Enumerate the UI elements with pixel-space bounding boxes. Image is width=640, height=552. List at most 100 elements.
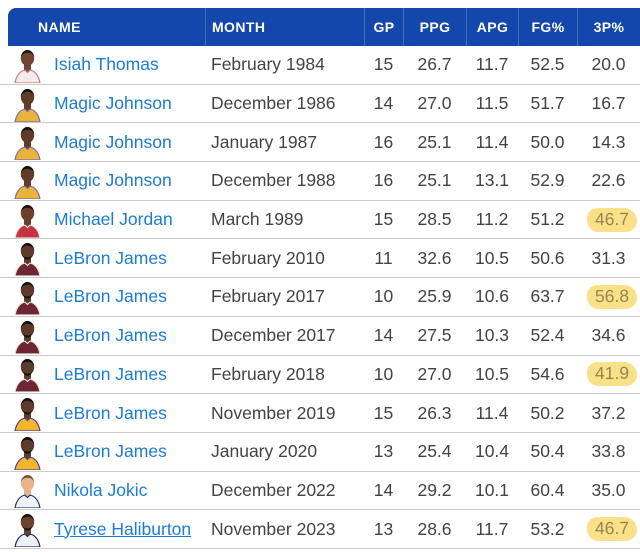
tyrese-haliburton-headshot bbox=[14, 511, 41, 548]
apg-cell: 10.1 bbox=[474, 479, 510, 500]
name-cell: LeBron James bbox=[8, 279, 205, 316]
month-cell: December 1988 bbox=[211, 170, 336, 191]
gp-cell: 14 bbox=[373, 93, 394, 114]
name-cell: Isiah Thomas bbox=[8, 47, 205, 84]
name-cell: LeBron James bbox=[8, 395, 205, 432]
player-name-link[interactable]: LeBron James bbox=[54, 402, 167, 423]
fg-cell: 51.2 bbox=[530, 209, 565, 230]
lebron-james-headshot bbox=[14, 356, 41, 393]
month-cell: February 1984 bbox=[211, 54, 325, 75]
column-header-3p-pct[interactable]: 3P% bbox=[577, 8, 640, 46]
player-name-link[interactable]: Isiah Thomas bbox=[54, 54, 159, 75]
lebron-james-headshot bbox=[14, 318, 41, 355]
apg-cell: 11.5 bbox=[475, 93, 509, 114]
lebron-james-headshot bbox=[14, 240, 41, 277]
player-name-link[interactable]: Michael Jordan bbox=[54, 209, 173, 230]
fg-cell: 53.2 bbox=[530, 518, 565, 539]
table-row: LeBron James February 2010 11 32.6 10.5 … bbox=[0, 239, 640, 279]
p3-cell: 22.6 bbox=[577, 170, 640, 191]
table-row: LeBron James November 2019 15 26.3 11.4 … bbox=[0, 394, 640, 433]
p3-value: 16.7 bbox=[591, 93, 626, 114]
p3-value: 22.6 bbox=[591, 170, 626, 191]
p3-value: 31.3 bbox=[591, 247, 626, 268]
table-header-row: NAME MONTH GP PPG APG FG% 3P% bbox=[8, 8, 640, 46]
ppg-cell: 26.3 bbox=[417, 402, 452, 423]
player-name-link[interactable]: Magic Johnson bbox=[54, 93, 172, 114]
p3-value: 41.9 bbox=[587, 362, 638, 387]
column-header-apg[interactable]: APG bbox=[466, 8, 518, 46]
ppg-cell: 27.0 bbox=[417, 93, 452, 114]
table-row: Michael Jordan March 1989 15 28.5 11.2 5… bbox=[0, 201, 640, 240]
month-cell: February 2010 bbox=[211, 247, 325, 268]
fg-cell: 54.6 bbox=[530, 363, 565, 384]
p3-cell: 37.2 bbox=[577, 403, 640, 424]
player-name-link[interactable]: LeBron James bbox=[54, 286, 167, 307]
column-header-month[interactable]: MONTH bbox=[205, 8, 364, 46]
table-row: LeBron James February 2017 10 25.9 10.6 … bbox=[0, 278, 640, 317]
p3-value: 46.7 bbox=[587, 516, 638, 542]
gp-cell: 13 bbox=[373, 518, 394, 539]
p3-cell: 35.0 bbox=[577, 480, 640, 501]
ppg-cell: 25.9 bbox=[417, 286, 452, 307]
table-row: LeBron James February 2018 10 27.0 10.5 … bbox=[0, 356, 640, 395]
fg-cell: 51.7 bbox=[530, 93, 565, 114]
player-name-link[interactable]: Nikola Jokic bbox=[54, 479, 148, 500]
table-row: LeBron James December 2017 14 27.5 10.3 … bbox=[0, 317, 640, 356]
magic-johnson-headshot bbox=[14, 163, 41, 200]
nikola-jokic-headshot bbox=[14, 472, 41, 510]
p3-cell: 56.8 bbox=[577, 284, 640, 310]
month-cell: November 2019 bbox=[211, 402, 336, 423]
p3-cell: 31.3 bbox=[577, 248, 640, 269]
column-header-gp[interactable]: GP bbox=[364, 8, 403, 46]
player-name-link[interactable]: Tyrese Haliburton bbox=[54, 518, 192, 539]
player-name-link[interactable]: Magic Johnson bbox=[54, 170, 172, 191]
gp-cell: 10 bbox=[373, 286, 394, 307]
fg-cell: 52.9 bbox=[530, 170, 565, 191]
name-cell: LeBron James bbox=[8, 434, 205, 471]
p3-cell: 20.0 bbox=[577, 54, 640, 75]
fg-cell: 60.4 bbox=[530, 479, 565, 500]
apg-cell: 13.1 bbox=[474, 170, 510, 191]
fg-cell: 52.5 bbox=[530, 54, 565, 75]
fg-cell: 50.6 bbox=[530, 247, 565, 268]
apg-cell: 10.6 bbox=[474, 286, 510, 307]
table-row: Nikola Jokic December 2022 14 29.2 10.1 … bbox=[0, 472, 640, 511]
name-cell: LeBron James bbox=[8, 240, 205, 277]
player-name-link[interactable]: Magic Johnson bbox=[54, 131, 172, 152]
apg-cell: 11.7 bbox=[475, 54, 509, 75]
apg-cell: 10.5 bbox=[474, 363, 510, 384]
isiah-thomas-headshot bbox=[14, 47, 41, 84]
apg-cell: 10.5 bbox=[474, 247, 510, 268]
player-name-link[interactable]: LeBron James bbox=[54, 363, 167, 384]
apg-cell: 11.4 bbox=[475, 131, 509, 152]
column-header-ppg[interactable]: PPG bbox=[403, 8, 466, 46]
lebron-james-headshot bbox=[14, 279, 41, 316]
name-cell: Magic Johnson bbox=[8, 163, 205, 200]
p3-cell: 41.9 bbox=[577, 362, 640, 387]
column-header-name[interactable]: NAME bbox=[38, 19, 81, 35]
gp-cell: 16 bbox=[373, 131, 394, 152]
player-name-link[interactable]: LeBron James bbox=[54, 247, 167, 268]
player-name-link[interactable]: LeBron James bbox=[54, 325, 167, 346]
p3-cell: 46.7 bbox=[577, 207, 640, 232]
gp-cell: 10 bbox=[373, 363, 394, 384]
name-cell: Michael Jordan bbox=[8, 202, 205, 239]
fg-cell: 52.4 bbox=[530, 325, 565, 346]
table-row: Magic Johnson January 1987 16 25.1 11.4 … bbox=[0, 123, 640, 163]
magic-johnson-headshot bbox=[14, 124, 41, 161]
michael-jordan-headshot bbox=[14, 202, 41, 239]
table-row: LeBron James January 2020 13 25.4 10.4 5… bbox=[0, 433, 640, 472]
gp-cell: 14 bbox=[373, 325, 394, 346]
ppg-cell: 25.4 bbox=[417, 441, 452, 462]
apg-cell: 11.7 bbox=[475, 518, 509, 539]
p3-value: 33.8 bbox=[591, 441, 626, 462]
player-name-link[interactable]: LeBron James bbox=[54, 441, 167, 462]
p3-value: 46.7 bbox=[587, 207, 638, 232]
p3-cell: 16.7 bbox=[577, 93, 640, 114]
gp-cell: 15 bbox=[373, 402, 394, 423]
ppg-cell: 28.6 bbox=[417, 518, 452, 539]
fg-cell: 50.2 bbox=[530, 402, 565, 423]
column-header-fg-pct[interactable]: FG% bbox=[518, 8, 577, 46]
apg-cell: 11.4 bbox=[475, 402, 509, 423]
apg-cell: 11.2 bbox=[475, 209, 509, 230]
